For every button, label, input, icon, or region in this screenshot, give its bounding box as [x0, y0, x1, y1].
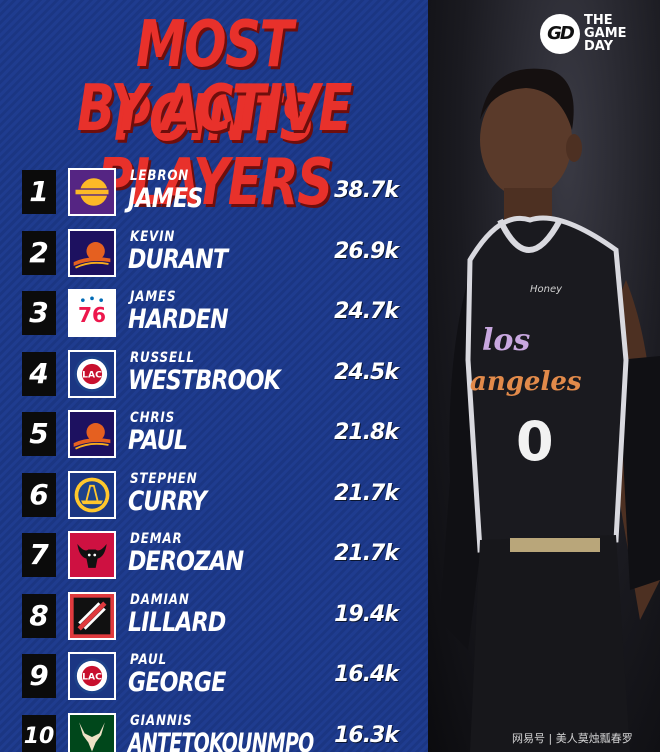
svg-text:LAC: LAC [82, 672, 102, 683]
suns-logo-icon [68, 410, 116, 458]
suns-logo-icon [68, 228, 116, 277]
player-row: 10 GIANNIS ANTETOKOUNMPO 16.3k [22, 711, 412, 752]
player-row: 5 CHRIS PAUL 21.8k [22, 408, 412, 460]
bulls-logo-icon [68, 531, 116, 579]
sixers-logo-icon: 76 [68, 289, 116, 337]
jersey-text-angeles: angeles [470, 367, 582, 397]
rank-badge: 8 [22, 593, 56, 638]
rank-badge: 6 [22, 472, 56, 517]
rank-badge: 10 [22, 714, 56, 752]
brand-text-2: GAME [584, 26, 627, 41]
blazers-logo-icon [68, 591, 116, 640]
player-first-name: JAMES [130, 289, 177, 305]
player-row: 4 LAC RUSSELL WESTBROOK 24.5k [22, 348, 412, 400]
lakers-logo-icon [68, 168, 116, 216]
rank-badge: 2 [22, 230, 56, 275]
jersey-number: 0 [516, 410, 554, 473]
player-photo: los angeles 0 Honey [440, 68, 660, 752]
points-value: 16.4k [334, 662, 399, 687]
title-line-1: MOST POINTS [113, 8, 316, 156]
points-value: 16.3k [334, 722, 399, 748]
player-first-name: CHRIS [130, 410, 176, 426]
brand-text-3: DAY [584, 39, 614, 54]
player-first-name: STEPHEN [130, 470, 198, 487]
points-value: 19.4k [334, 601, 399, 627]
title-line-2: BY ACTIVE PLAYERS [77, 72, 352, 220]
rank-badge: 4 [22, 351, 56, 396]
player-first-name: PAUL [130, 652, 167, 668]
player-row: 3 76 JAMES HARDEN 24.7k [22, 287, 412, 339]
player-row: 7 DEMAR DEROZAN 21.7k [22, 529, 412, 581]
player-last-name: DEROZAN [128, 546, 244, 577]
player-first-name: RUSSELL [130, 349, 195, 366]
player-last-name: HARDEN [128, 304, 229, 335]
brand-mark-icon: GD [540, 14, 580, 54]
player-last-name: GEORGE [128, 667, 226, 698]
player-last-name: PAUL [128, 425, 188, 456]
points-value: 21.7k [334, 541, 399, 566]
points-value: 26.9k [334, 238, 399, 264]
player-first-name: KEVIN [130, 228, 176, 245]
rank-badge: 1 [22, 170, 56, 214]
player-first-name: LEBRON [130, 168, 190, 184]
player-first-name: GIANNIS [130, 712, 193, 729]
player-row: 8 DAMIAN LILLARD 19.4k [22, 590, 412, 642]
svg-text:LAC: LAC [82, 369, 102, 380]
clippers-logo-icon: LAC [68, 652, 116, 700]
bucks-logo-icon [68, 712, 116, 752]
player-last-name: WESTBROOK [128, 364, 281, 396]
brand-text-1: THE [584, 13, 613, 28]
rank-badge: 7 [22, 533, 56, 577]
clippers-logo-icon: LAC [68, 349, 116, 398]
points-value: 21.7k [334, 480, 399, 506]
points-value: 38.7k [334, 178, 399, 203]
player-last-name: JAMES [128, 183, 203, 214]
player-row: 2 KEVIN DURANT 26.9k [22, 227, 412, 279]
jersey-text-los: los [482, 323, 530, 358]
brand-logo: GD THE GAME DAY [540, 14, 652, 56]
warriors-logo-icon [68, 470, 116, 519]
rank-badge: 3 [22, 291, 56, 335]
watermark: 网易号 | 美人莫烛瓢春罗 [512, 732, 633, 745]
points-value: 24.7k [334, 299, 399, 324]
rank-badge: 9 [22, 654, 56, 698]
rank-badge: 5 [22, 412, 56, 456]
player-last-name: DURANT [128, 243, 228, 275]
player-row: 1 LEBRON JAMES 38.7k [22, 166, 412, 218]
points-value: 21.8k [334, 420, 399, 445]
player-last-name: ANTETOKOUNMPO [128, 727, 314, 752]
player-row: 9 LAC PAUL GEORGE 16.4k [22, 650, 412, 702]
player-first-name: DAMIAN [130, 591, 190, 608]
points-value: 24.5k [334, 359, 399, 385]
player-last-name: CURRY [128, 485, 207, 517]
player-row: 6 STEPHEN CURRY 21.7k [22, 469, 412, 521]
svg-text:76: 76 [78, 303, 106, 327]
player-last-name: LILLARD [128, 606, 226, 638]
player-first-name: DEMAR [130, 531, 183, 547]
jersey-patch: Honey [530, 284, 563, 295]
